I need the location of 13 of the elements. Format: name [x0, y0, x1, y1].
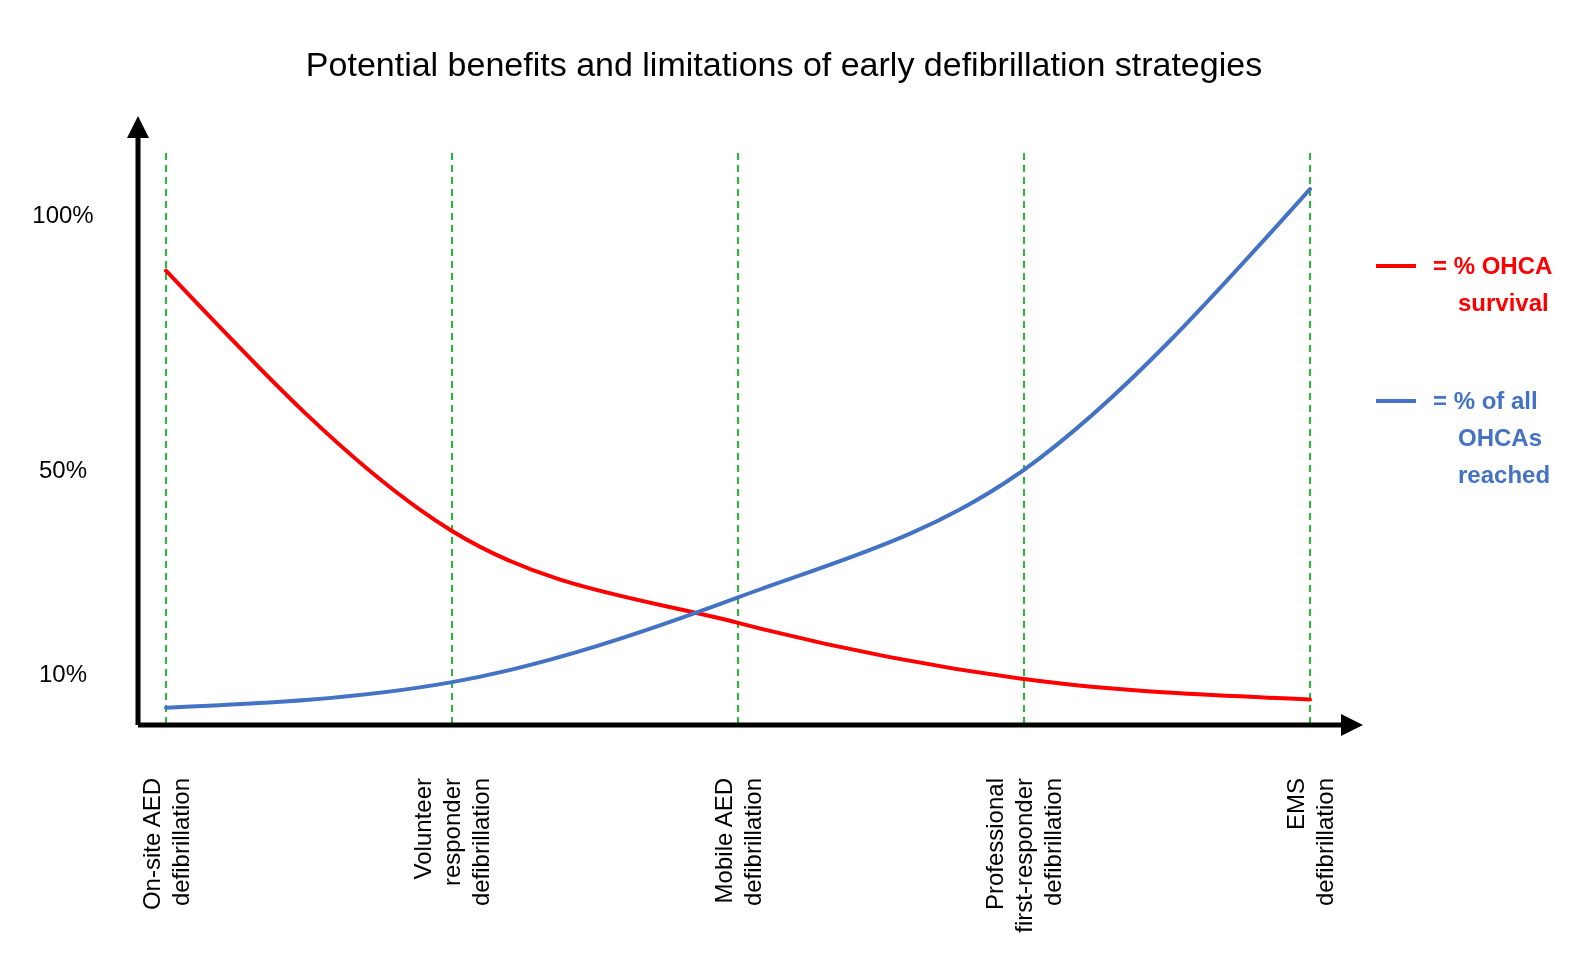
- x-tick-label: Professional first-responder defibrillation: [981, 778, 1066, 933]
- y-tick-label: 100%: [32, 200, 94, 228]
- x-tick-label: Volunteer responder defibrillation: [409, 778, 494, 907]
- legend-label: = % OHCA survival: [1433, 252, 1553, 317]
- y-tick-label: 50%: [38, 456, 88, 484]
- x-tick-label: EMS defibrillation: [1281, 778, 1338, 907]
- legend-label: = % of all OHCAs reached: [1433, 387, 1551, 489]
- line-series: [164, 268, 1312, 702]
- x-tick-label: Mobile AED defibrillation: [709, 778, 766, 907]
- x-tick-label: On-site AED defibrillation: [137, 778, 194, 911]
- chart-title: Potential benefits and limitations of early defibrillation strategies: [305, 45, 1263, 83]
- y-tick-label: 10%: [38, 660, 88, 688]
- line-series: [164, 187, 1312, 710]
